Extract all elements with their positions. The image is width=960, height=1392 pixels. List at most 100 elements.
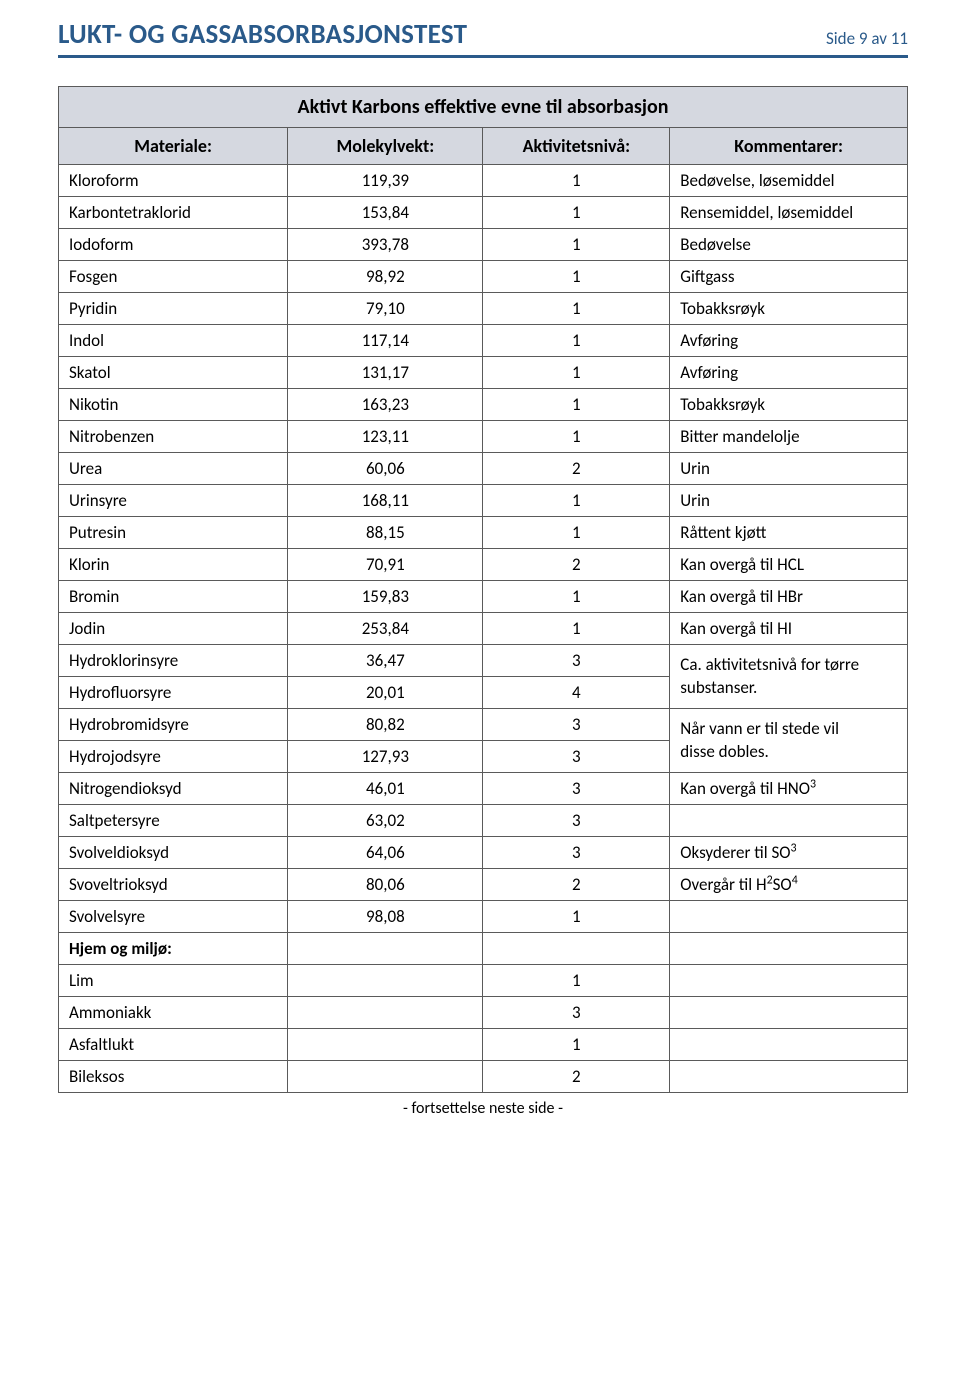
material-cell: Kloroform: [59, 165, 288, 197]
comment-cell: Bitter mandelolje: [670, 421, 908, 453]
molecular-weight-cell: 393,78: [288, 229, 483, 261]
material-cell: Pyridin: [59, 293, 288, 325]
material-cell: Nikotin: [59, 389, 288, 421]
empty-cell: [670, 933, 908, 965]
material-cell: Iodoform: [59, 229, 288, 261]
table-row: Svoveltrioksyd80,062Overgår til H2SO4: [59, 869, 908, 901]
molecular-weight-cell: 168,11: [288, 485, 483, 517]
table-row: Saltpetersyre63,023: [59, 805, 908, 837]
molecular-weight-cell: 70,91: [288, 549, 483, 581]
activity-cell: 1: [483, 197, 670, 229]
molecular-weight-cell: [288, 965, 483, 997]
activity-cell: 1: [483, 389, 670, 421]
table-row: Nitrobenzen123,111Bitter mandelolje: [59, 421, 908, 453]
table-row: Hydroklorinsyre36,473Ca. aktivitetsnivå …: [59, 645, 908, 677]
molecular-weight-cell: 80,82: [288, 709, 483, 741]
absorption-table: Aktivt Karbons effektive evne til absorb…: [58, 86, 908, 1093]
table-row: Pyridin79,101Tobakksrøyk: [59, 293, 908, 325]
comment-cell: Avføring: [670, 325, 908, 357]
molecular-weight-cell: 46,01: [288, 773, 483, 805]
comment-cell: [670, 965, 908, 997]
material-cell: Jodin: [59, 613, 288, 645]
activity-cell: 1: [483, 325, 670, 357]
activity-cell: 2: [483, 549, 670, 581]
activity-cell: 3: [483, 805, 670, 837]
activity-cell: 1: [483, 421, 670, 453]
table-banner: Aktivt Karbons effektive evne til absorb…: [59, 87, 908, 128]
continuation-note: - fortsettelse neste side -: [58, 1099, 908, 1118]
table-row: Bromin159,831Kan overgå til HBr: [59, 581, 908, 613]
table-banner-row: Aktivt Karbons effektive evne til absorb…: [59, 87, 908, 128]
activity-cell: 3: [483, 709, 670, 741]
comment-cell: Kan overgå til HBr: [670, 581, 908, 613]
comment-cell: Bedøvelse, løsemiddel: [670, 165, 908, 197]
table-row: Svolveldioksyd64,063Oksyderer til SO3: [59, 837, 908, 869]
table-row: Nitrogendioksyd46,013Kan overgå til HNO3: [59, 773, 908, 805]
table-row: Asfaltlukt1: [59, 1029, 908, 1061]
material-cell: Skatol: [59, 357, 288, 389]
comment-cell: Kan overgå til HNO3: [670, 773, 908, 805]
molecular-weight-cell: 98,92: [288, 261, 483, 293]
comment-cell: Tobakksrøyk: [670, 389, 908, 421]
material-cell: Nitrogendioksyd: [59, 773, 288, 805]
material-cell: Nitrobenzen: [59, 421, 288, 453]
material-cell: Urea: [59, 453, 288, 485]
activity-cell: 1: [483, 229, 670, 261]
molecular-weight-cell: 127,93: [288, 741, 483, 773]
column-header-mw: Molekylvekt:: [288, 128, 483, 165]
material-cell: Hydrofluorsyre: [59, 677, 288, 709]
comment-cell: Oksyderer til SO3: [670, 837, 908, 869]
comment-cell: Råttent kjøtt: [670, 517, 908, 549]
comment-cell-merged: Når vann er til stede vildisse dobles.: [670, 709, 908, 773]
table-row: Urea60,062Urin: [59, 453, 908, 485]
activity-cell: 1: [483, 613, 670, 645]
table-row: Putresin88,151Råttent kjøtt: [59, 517, 908, 549]
activity-cell: 3: [483, 645, 670, 677]
table-row: Bileksos2: [59, 1061, 908, 1093]
molecular-weight-cell: 80,06: [288, 869, 483, 901]
material-cell: Putresin: [59, 517, 288, 549]
activity-cell: 3: [483, 773, 670, 805]
activity-cell: 4: [483, 677, 670, 709]
comment-cell: Urin: [670, 485, 908, 517]
activity-cell: 2: [483, 453, 670, 485]
comment-cell: Urin: [670, 453, 908, 485]
column-header-activity: Aktivitetsnivå:: [483, 128, 670, 165]
molecular-weight-cell: 163,23: [288, 389, 483, 421]
column-header-material: Materiale:: [59, 128, 288, 165]
material-cell: Karbontetraklorid: [59, 197, 288, 229]
molecular-weight-cell: [288, 1029, 483, 1061]
material-cell: Klorin: [59, 549, 288, 581]
material-cell: Svolveldioksyd: [59, 837, 288, 869]
molecular-weight-cell: 117,14: [288, 325, 483, 357]
comment-cell: [670, 805, 908, 837]
material-cell: Fosgen: [59, 261, 288, 293]
comment-cell: Rensemiddel, løsemiddel: [670, 197, 908, 229]
material-cell: Hydrojodsyre: [59, 741, 288, 773]
material-cell: Saltpetersyre: [59, 805, 288, 837]
molecular-weight-cell: 63,02: [288, 805, 483, 837]
material-cell: Urinsyre: [59, 485, 288, 517]
molecular-weight-cell: 253,84: [288, 613, 483, 645]
molecular-weight-cell: 131,17: [288, 357, 483, 389]
table-row: Ammoniakk3: [59, 997, 908, 1029]
comment-cell: Avføring: [670, 357, 908, 389]
table-row: Fosgen98,921Giftgass: [59, 261, 908, 293]
molecular-weight-cell: 119,39: [288, 165, 483, 197]
molecular-weight-cell: 20,01: [288, 677, 483, 709]
activity-cell: 1: [483, 357, 670, 389]
empty-cell: [483, 933, 670, 965]
comment-cell: Kan overgå til HI: [670, 613, 908, 645]
table-row: Urinsyre168,111Urin: [59, 485, 908, 517]
molecular-weight-cell: [288, 997, 483, 1029]
table-row: Skatol131,171Avføring: [59, 357, 908, 389]
material-cell: Hydroklorinsyre: [59, 645, 288, 677]
table-row: Indol117,141Avføring: [59, 325, 908, 357]
material-cell: Bromin: [59, 581, 288, 613]
comment-cell: Tobakksrøyk: [670, 293, 908, 325]
molecular-weight-cell: 36,47: [288, 645, 483, 677]
section-header: Hjem og miljø:: [59, 933, 288, 965]
activity-cell: 1: [483, 485, 670, 517]
column-header-comments: Kommentarer:: [670, 128, 908, 165]
table-row: Jodin253,841Kan overgå til HI: [59, 613, 908, 645]
